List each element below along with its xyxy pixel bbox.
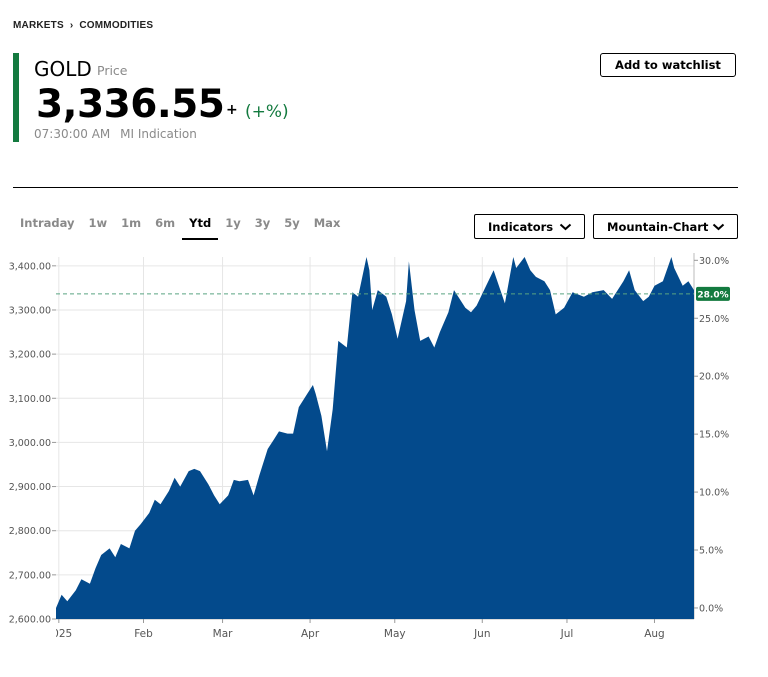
- chevron-down-icon: [712, 223, 725, 231]
- breadcrumb-markets[interactable]: MARKETS: [13, 20, 64, 31]
- y2-tick-label: 20.0%: [699, 372, 729, 383]
- quote-symbol: GOLD: [34, 57, 92, 81]
- range-tab-3y[interactable]: 3y: [254, 216, 271, 230]
- y2-tick-label: 5.0%: [699, 546, 723, 557]
- time-range-tabs: Intraday 1w 1m 6m Ytd 1y 3y 5y Max: [13, 214, 347, 240]
- range-tab-intraday[interactable]: Intraday: [20, 216, 75, 230]
- x-tick-label: Jul: [560, 628, 574, 640]
- chart-type-dropdown[interactable]: Mountain-Chart: [593, 214, 738, 239]
- quote-accent-bar: [13, 53, 19, 142]
- y2-tick-label: 30.0%: [699, 256, 729, 267]
- x-tick-label: Feb: [134, 628, 153, 640]
- range-tab-1w[interactable]: 1w: [88, 216, 108, 230]
- y-tick-label: 2,900.00: [9, 482, 51, 493]
- range-tab-6m[interactable]: 6m: [155, 216, 176, 230]
- x-tick-label: May: [384, 628, 406, 640]
- y-tick-label: 3,400.00: [9, 261, 51, 272]
- range-tab-1y[interactable]: 1y: [225, 216, 241, 230]
- range-tab-1m[interactable]: 1m: [121, 216, 142, 230]
- y-tick-label: 2,600.00: [9, 615, 51, 626]
- quote-timestamp: 07:30:00 AM MI Indication: [34, 127, 197, 141]
- range-tab-ytd[interactable]: Ytd: [182, 214, 219, 240]
- quote-price: 3,336.55: [36, 82, 225, 127]
- breadcrumb: MARKETS › COMMODITIES: [13, 20, 153, 31]
- current-percent-badge-bg: [696, 286, 730, 301]
- quote-change: +: [226, 102, 238, 118]
- y2-tick-label: 15.0%: [699, 430, 729, 441]
- y-tick-label: 2,700.00: [9, 570, 51, 581]
- y-tick-label: 3,200.00: [9, 350, 51, 361]
- y-tick-label: 3,100.00: [9, 394, 51, 405]
- y2-tick-label: 0.0%: [699, 603, 723, 614]
- indicators-dropdown[interactable]: Indicators: [474, 214, 585, 239]
- y-tick-label: 3,300.00: [9, 305, 51, 316]
- range-tab-5y[interactable]: 5y: [284, 216, 300, 230]
- x-tick-label: Apr: [301, 628, 320, 640]
- price-area-series: [56, 257, 694, 619]
- y-tick-label: 3,000.00: [9, 438, 51, 449]
- quote-symbol-label: Price: [97, 63, 128, 78]
- chevron-right-icon: ›: [69, 20, 74, 31]
- price-chart[interactable]: 2,600.00 2,700.00 2,800.00 2,900.00 3,000.00…: [0, 245, 768, 645]
- quote-time: 07:30:00 AM: [34, 127, 111, 141]
- x-tick-label: Aug: [644, 628, 665, 640]
- current-percent-label: 28.0%: [697, 290, 728, 300]
- chevron-down-icon: [559, 223, 572, 231]
- current-percent-badge: 28.0%: [696, 286, 730, 301]
- y2-tick-label: 25.0%: [699, 314, 729, 325]
- quote-time-label: MI Indication: [120, 127, 197, 141]
- header-divider: [13, 187, 738, 188]
- add-to-watchlist-button[interactable]: Add to watchlist: [600, 53, 736, 77]
- chart-type-dropdown-label: Mountain-Chart: [607, 219, 709, 234]
- x-tick-label: 2025: [45, 628, 72, 640]
- range-tab-max[interactable]: Max: [313, 216, 341, 230]
- x-tick-label: Jun: [473, 628, 490, 640]
- y-tick-label: 2,800.00: [9, 526, 51, 537]
- indicators-dropdown-label: Indicators: [488, 219, 554, 234]
- x-tick-label: Mar: [213, 628, 233, 640]
- y2-tick-label: 10.0%: [699, 488, 729, 499]
- breadcrumb-commodities[interactable]: COMMODITIES: [79, 20, 154, 31]
- quote-change-percent: (+%): [245, 102, 289, 122]
